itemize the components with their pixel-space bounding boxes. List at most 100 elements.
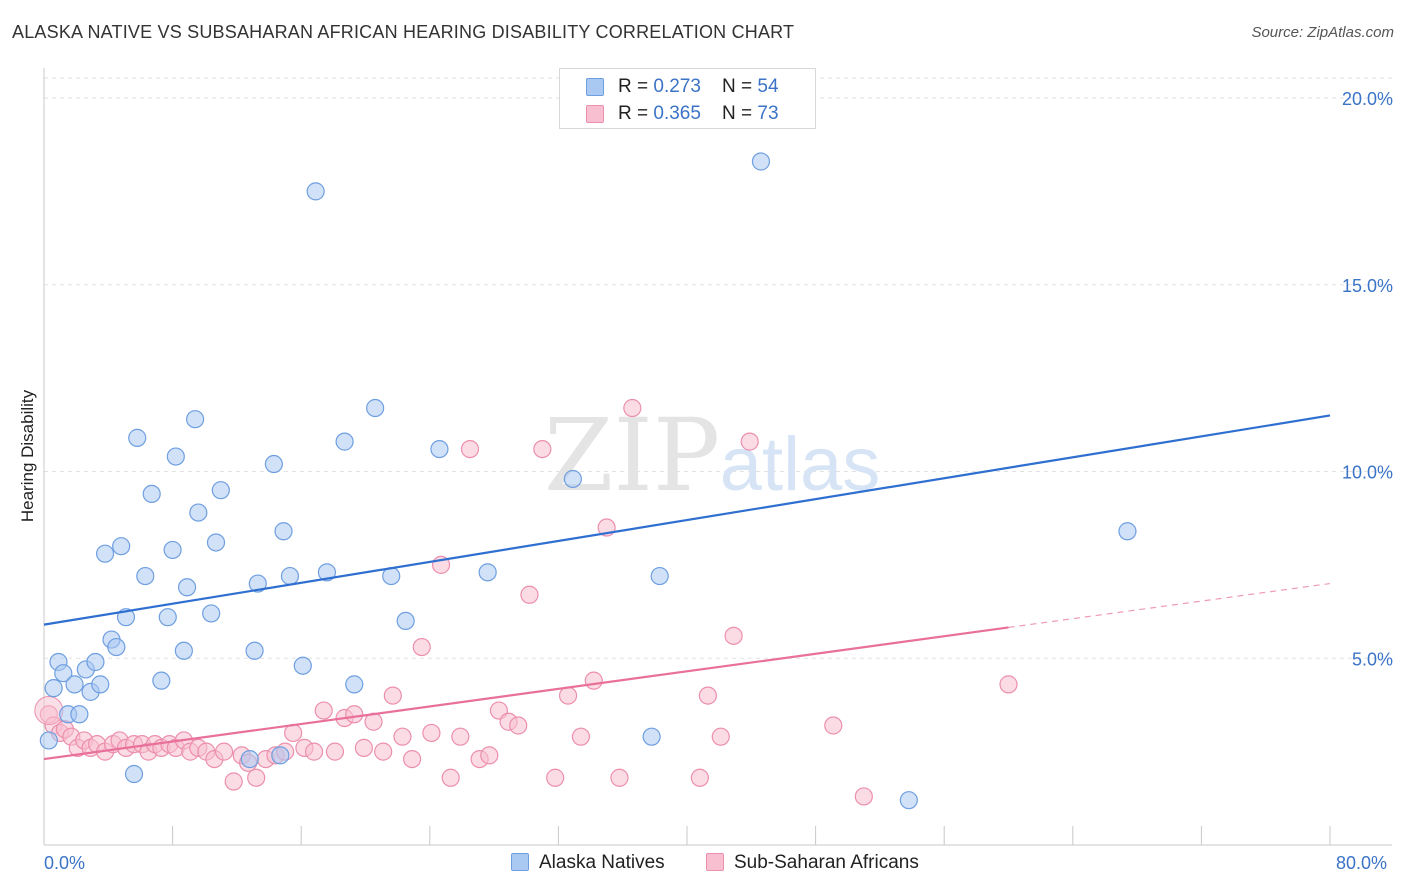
data-point (304, 742, 324, 761)
y-tick-label: 10.0% (1342, 463, 1393, 483)
legend-r-label: R = (618, 103, 654, 124)
y-tick-labels: 5.0% 10.0% 15.0% 20.0% (1342, 89, 1393, 669)
legend-r-label: R = (618, 76, 654, 97)
legend-swatch-blue (586, 78, 604, 96)
data-point (698, 686, 717, 705)
data-point (214, 742, 234, 761)
data-point (533, 439, 552, 459)
trend-lines (43, 414, 1331, 761)
data-point (366, 398, 385, 418)
x-tick-label-max: 80.0% (1336, 853, 1388, 873)
legend-swatch-pink (706, 853, 724, 871)
data-point (325, 742, 345, 761)
legend-swatch-blue (511, 853, 529, 871)
data-point (393, 727, 412, 746)
source-label: Source: ZipAtlas.com (1251, 24, 1394, 41)
data-point (899, 791, 918, 810)
data-point (166, 447, 185, 466)
bottom-legend-alaska-natives: Alaska Natives (511, 852, 665, 874)
data-point (451, 727, 470, 746)
series-alaska-natives-points (39, 152, 1137, 810)
trend-line-solid (43, 626, 1009, 761)
data-point (724, 626, 743, 645)
data-point (174, 641, 193, 660)
data-point (751, 152, 771, 171)
legend-n-value: 73 (757, 103, 779, 124)
data-point (306, 182, 325, 201)
data-point-cluster (34, 696, 64, 726)
data-point (158, 608, 177, 627)
data-point (54, 664, 73, 683)
legend-n-value: 54 (757, 76, 779, 97)
data-point (112, 537, 131, 556)
data-point (95, 544, 115, 563)
data-point (39, 731, 58, 750)
data-point (70, 705, 89, 724)
data-point (441, 768, 460, 787)
data-point (403, 749, 422, 769)
data-point (142, 484, 161, 504)
data-point (396, 611, 415, 631)
legend-swatch-pink (586, 105, 604, 123)
trend-line-solid (43, 414, 1331, 626)
data-point (478, 563, 497, 582)
data-point (206, 533, 226, 552)
data-point (86, 652, 105, 672)
data-point (314, 701, 333, 720)
data-point (584, 671, 603, 690)
legend-label-sub-saharan-africans: Sub-Saharan Africans (734, 852, 919, 873)
bottom-legend-sub-saharan-africans: Sub-Saharan Africans (706, 852, 919, 874)
grid-lines (44, 77, 1392, 659)
data-point (274, 522, 293, 541)
y-tick-label: 15.0% (1342, 276, 1393, 296)
data-point (740, 432, 759, 451)
data-point (563, 469, 582, 489)
x-tick-label-min: 0.0% (44, 853, 86, 873)
data-point (186, 410, 205, 429)
data-point (610, 768, 629, 787)
legend-r-value: 0.273 (653, 76, 701, 97)
data-point (854, 787, 873, 806)
y-tick-label: 20.0% (1342, 89, 1393, 109)
data-point (824, 716, 843, 735)
data-point (317, 563, 337, 582)
series-sub-saharan-africans-points (34, 398, 1018, 806)
data-point (136, 566, 155, 586)
data-point (124, 764, 144, 784)
data-point (280, 566, 300, 586)
data-point (211, 481, 230, 500)
data-point (177, 578, 197, 597)
data-point (44, 679, 63, 698)
data-point (91, 675, 110, 694)
data-point (189, 503, 208, 522)
data-point (623, 398, 642, 418)
data-point (509, 716, 528, 735)
data-point (345, 705, 364, 724)
data-point (571, 727, 591, 746)
data-point (460, 439, 480, 459)
data-point (247, 768, 266, 787)
legend-box: R = 0.273 N = 54 R = 0.365 N = 73 (559, 68, 816, 129)
data-point (163, 540, 182, 560)
data-point (430, 439, 449, 459)
data-point (558, 686, 578, 705)
data-point (264, 454, 283, 474)
data-point (354, 738, 373, 757)
trend-line-dashed (1008, 582, 1331, 629)
data-point (711, 727, 730, 746)
data-point (335, 432, 354, 451)
data-point (642, 727, 661, 746)
legend-label-alaska-natives: Alaska Natives (539, 852, 665, 873)
data-point (65, 675, 84, 694)
legend-n-label: N = (722, 76, 758, 97)
data-point (650, 566, 669, 586)
data-point (383, 686, 402, 705)
data-point (1118, 522, 1137, 541)
data-point (999, 675, 1018, 694)
data-point (412, 637, 431, 657)
data-point (690, 768, 709, 787)
watermark: ZIP atlas (544, 397, 880, 514)
data-point (152, 671, 171, 690)
data-point (128, 428, 147, 447)
